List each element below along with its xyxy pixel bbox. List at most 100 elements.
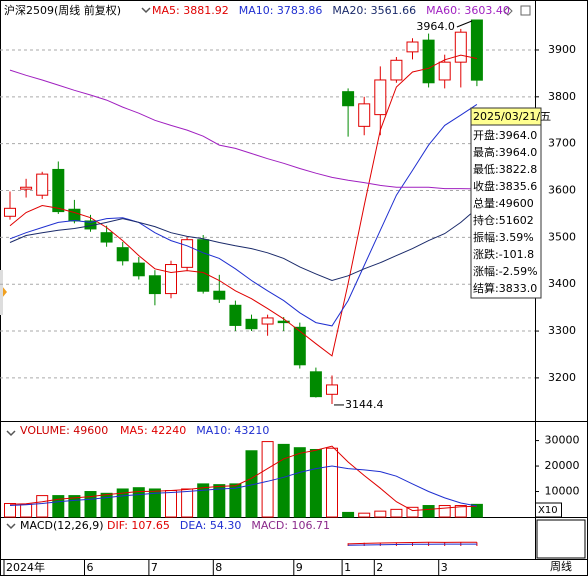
volume-bar bbox=[406, 506, 419, 518]
tooltip-row: 涨幅:-2.59% bbox=[473, 265, 538, 278]
candle-body bbox=[36, 173, 49, 196]
volume-bar bbox=[422, 505, 435, 518]
x-tick-label: 9 bbox=[296, 561, 303, 574]
volume-bar bbox=[100, 492, 113, 518]
volume-bar bbox=[454, 505, 467, 518]
y-tick-label: 3800 bbox=[548, 90, 576, 103]
volume-bar bbox=[374, 510, 387, 518]
y-tick-label: 3300 bbox=[548, 324, 576, 337]
volume-bar bbox=[197, 483, 210, 518]
candle-body bbox=[277, 320, 290, 324]
candle-body bbox=[293, 326, 306, 366]
x-tick-label: 2 bbox=[376, 561, 383, 574]
y-tick-label: 10000 bbox=[545, 485, 580, 498]
candle-body bbox=[197, 239, 210, 292]
candle-body bbox=[422, 39, 435, 84]
x-tick-label: 2024年 bbox=[6, 560, 45, 574]
candle-body bbox=[406, 41, 419, 53]
ma-line bbox=[9, 445, 477, 512]
tooltip: 2025/03/21/五开盘:3964.0 最高:3964.0 最低:3822.8 收… bbox=[470, 107, 551, 299]
tooltip-row: 结算:3833.0 bbox=[473, 281, 537, 295]
candle-body bbox=[261, 317, 274, 325]
candle-body bbox=[4, 207, 16, 217]
tooltip-row: 振幅:3.59% bbox=[473, 230, 534, 244]
y-tick-label: 30000 bbox=[545, 434, 580, 447]
volume-bar bbox=[165, 490, 177, 518]
volume-bar bbox=[293, 447, 306, 518]
period-label: 周线 bbox=[550, 559, 572, 573]
legend-entry: MA10: 43210 bbox=[196, 424, 269, 437]
candle-body bbox=[358, 103, 371, 127]
ma-line bbox=[9, 103, 478, 327]
x-tick-label: 8 bbox=[215, 561, 222, 574]
candle-body bbox=[52, 168, 65, 213]
y-tick-label: 3700 bbox=[548, 137, 576, 150]
volume-bar bbox=[229, 483, 242, 518]
volume-bar bbox=[213, 484, 226, 518]
x-tick-label: 1 bbox=[344, 561, 351, 574]
y-tick-label: 20000 bbox=[545, 459, 580, 472]
chart-title: 沪深2509(周线 前复权) bbox=[4, 3, 121, 17]
volume-bar bbox=[36, 495, 49, 518]
tooltip-row: 最低:3822.8 bbox=[473, 163, 537, 176]
volume-bar bbox=[309, 448, 322, 518]
volume-bar bbox=[470, 503, 483, 518]
x-tick-label: 7 bbox=[151, 561, 158, 574]
candle-body bbox=[181, 239, 194, 268]
volume-bar bbox=[358, 512, 371, 518]
legend-entry: DEA: 54.30 bbox=[180, 519, 241, 532]
ma-line bbox=[348, 541, 477, 545]
candle-body bbox=[309, 371, 322, 398]
legend-entry: MA60: 3603.40 bbox=[426, 4, 510, 17]
x-tick-label: 3 bbox=[441, 561, 448, 574]
ma-line bbox=[348, 543, 477, 546]
annotation-arrow bbox=[456, 20, 473, 28]
tooltip-date: 2025/03/21/五 bbox=[473, 110, 551, 123]
volume-bar bbox=[277, 443, 290, 518]
volume-bar bbox=[132, 487, 145, 518]
candle-body bbox=[374, 79, 387, 116]
x-tick-label: 6 bbox=[87, 561, 94, 574]
candle-body bbox=[100, 232, 113, 243]
candle-body bbox=[116, 247, 129, 262]
legend-entry: MA5: 42240 bbox=[120, 424, 186, 437]
legend-entry: MACD: 106.71 bbox=[251, 519, 330, 532]
ma-line bbox=[9, 54, 478, 357]
tooltip-row: 持仓:51602 bbox=[473, 213, 534, 227]
ma-line bbox=[9, 465, 477, 507]
volume-bar bbox=[181, 488, 194, 518]
volume-title: VOLUME: 49600 bbox=[20, 424, 108, 437]
volume-bar bbox=[84, 491, 97, 518]
tooltip-header-bg bbox=[470, 107, 542, 126]
volume-bar bbox=[390, 508, 403, 518]
volume-bar bbox=[326, 447, 338, 518]
y-tick-label: 3200 bbox=[548, 371, 576, 384]
low-label: 3144.4 bbox=[345, 398, 384, 411]
candle-body bbox=[342, 91, 355, 107]
tooltip-box bbox=[470, 107, 542, 299]
y-tick-label: 3900 bbox=[548, 43, 576, 56]
candle-body bbox=[20, 186, 33, 190]
volume-unit: X10 bbox=[538, 505, 558, 516]
tooltip-row: 总量:49600 bbox=[473, 196, 534, 210]
candle-body bbox=[454, 31, 467, 63]
high-label: 3964.0 bbox=[416, 20, 455, 33]
ma-line bbox=[9, 69, 477, 190]
candle-body bbox=[165, 264, 177, 295]
tooltip-row: 开盘:3964.0 bbox=[473, 128, 537, 142]
legend-entry: MA20: 3561.66 bbox=[332, 4, 416, 17]
y-tick-label: 3500 bbox=[548, 230, 576, 243]
volume-bar bbox=[116, 488, 129, 518]
candle-body bbox=[148, 275, 161, 295]
volume-bar bbox=[342, 511, 355, 518]
legend-entry: MA10: 3783.86 bbox=[239, 4, 323, 17]
macd-title: MACD(12,26,9) bbox=[20, 519, 104, 532]
volume-bar bbox=[52, 495, 65, 518]
candle-body bbox=[245, 318, 258, 330]
candle-body bbox=[213, 290, 226, 300]
volume-bar bbox=[261, 441, 274, 518]
tooltip-row: 最高:3964.0 bbox=[473, 145, 537, 159]
candle-body bbox=[470, 19, 483, 81]
candle-body bbox=[229, 304, 242, 326]
